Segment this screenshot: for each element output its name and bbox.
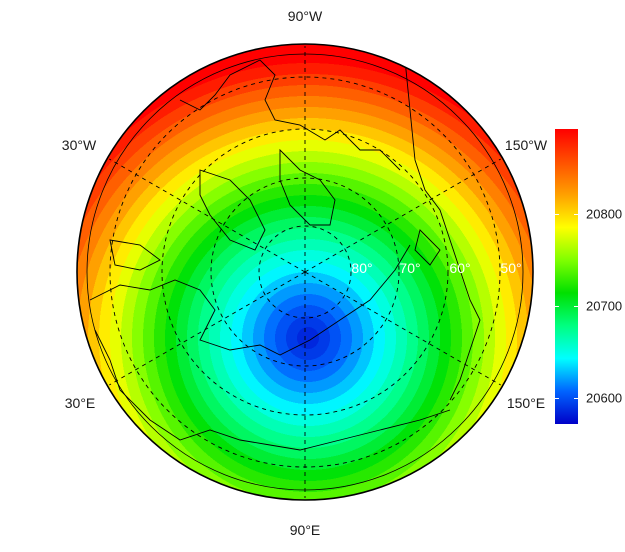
- map-border: [76, 43, 534, 501]
- coastline: [94, 329, 451, 451]
- coastline: [109, 239, 161, 271]
- coastline: [89, 244, 411, 356]
- coastline: [199, 169, 266, 251]
- lat-label-60: 60°: [449, 260, 471, 276]
- colorbar-tick-mark: [555, 398, 559, 400]
- colorbar-tick-label: 20700: [586, 298, 623, 314]
- meridian-line: [109, 158, 306, 273]
- lat-label-80: 80°: [351, 260, 373, 276]
- colorbar-tick-mark: [574, 306, 578, 307]
- lon-label-30w: 30°W: [61, 137, 97, 153]
- lat-label-70: 70°: [399, 260, 421, 276]
- lat-label-50: 50°: [500, 260, 522, 276]
- colorbar-tick-mark: [555, 306, 559, 307]
- inner-boundary-circle: [86, 53, 524, 491]
- colorbar-tick-mark: [574, 213, 578, 215]
- colorbar-tick-mark: [574, 398, 578, 400]
- colorbar-tick-label: 20600: [586, 390, 623, 406]
- colorbar-tick-label: 20800: [586, 206, 623, 222]
- colorbar-tick-mark: [555, 213, 559, 215]
- coastline: [179, 59, 401, 171]
- coastline: [414, 229, 441, 266]
- coastlines: [89, 59, 481, 451]
- meridian-line: [304, 271, 501, 386]
- meridian-line: [304, 158, 501, 273]
- graticule: [109, 46, 501, 498]
- latitude-circle: [161, 128, 449, 416]
- meridian-line: [109, 271, 306, 386]
- lon-label-30e: 30°E: [64, 395, 96, 411]
- lon-label-90e: 90°E: [289, 522, 321, 538]
- colorbar: [555, 129, 578, 424]
- lon-label-150e: 150°E: [506, 395, 546, 411]
- coastline: [279, 148, 336, 226]
- lon-label-150w: 150°W: [504, 137, 548, 153]
- latitude-circle: [210, 177, 400, 367]
- coastline: [404, 59, 481, 401]
- latitude-circle: [258, 225, 352, 319]
- lon-label-90w: 90°W: [287, 8, 323, 24]
